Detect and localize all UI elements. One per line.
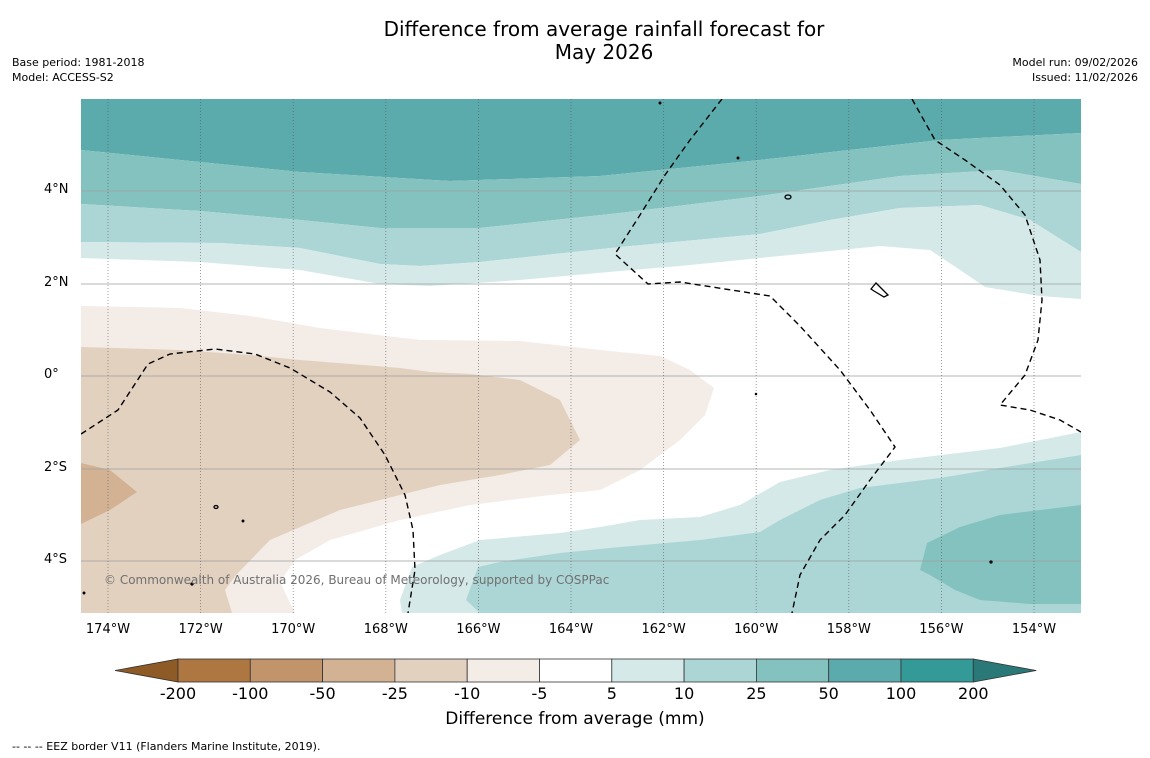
x-tick-label: 160°W (734, 622, 779, 637)
colorbar-bin (539, 658, 613, 683)
eez-footnote: -- -- -- EEZ border V11 (Flanders Marine… (12, 740, 321, 753)
y-tick-label: 2°N (44, 274, 69, 290)
colorbar-tick-label: 10 (673, 684, 695, 703)
colorbar-tick-label: 50 (818, 684, 839, 703)
y-tick-label: 2°S (44, 459, 68, 475)
colorbar (114, 658, 1037, 683)
x-tick-label: 164°W (548, 622, 594, 637)
colorbar-bin (828, 658, 902, 683)
contour-50-100-north (81, 99, 1081, 181)
model-name: Model: ACCESS-S2 (12, 71, 114, 84)
model-run-date: Model run: 09/02/2026 (1012, 56, 1138, 69)
base-period: Base period: 1981-2018 (12, 56, 145, 69)
chart-title: Difference from average rainfall forecas… (0, 18, 1150, 64)
colorbar-label: Difference from average (mm) (445, 709, 705, 729)
lat-gridlines (81, 190, 1081, 562)
contour-25-50-north (81, 133, 1081, 228)
contour-neg50-neg25 (81, 463, 137, 524)
colorbar-bin (900, 658, 974, 683)
colorbar-tick-label: 5 (606, 684, 617, 703)
copyright-notice: © Commonwealth of Australia 2026, Bureau… (104, 573, 610, 587)
colorbar-bin (611, 658, 685, 683)
island (241, 519, 245, 523)
x-tick-label: 174°W (85, 622, 131, 637)
colorbar-tick-label: 100 (885, 684, 917, 703)
title-line-1: Difference from average rainfall forecas… (383, 17, 825, 41)
island (989, 560, 993, 564)
colorbar-tick-label: -5 (531, 684, 548, 703)
island (190, 582, 194, 586)
x-tick-label: 156°W (919, 622, 964, 637)
x-tick-label: 154°W (1011, 622, 1057, 637)
contour-neg25-neg10 (81, 347, 580, 613)
colorbar-bin (466, 658, 540, 683)
contour-25-50-south (920, 505, 1081, 604)
colorbar-tick-label: -25 (381, 684, 408, 703)
colorbar-tick-label: -200 (159, 684, 197, 703)
x-tick-label: 166°W (456, 622, 501, 637)
plot-area (81, 99, 1081, 613)
meta-left: Base period: 1981-2018 Model: ACCESS-S2 (12, 55, 144, 85)
x-tick-label: 162°W (641, 622, 686, 637)
colorbar-bin (683, 658, 757, 683)
y-tick-label: 4°N (44, 182, 69, 197)
colorbar-tick-label: 200 (958, 684, 989, 703)
meta-right: Model run: 09/02/2026 Issued: 11/02/2026 (1012, 55, 1138, 85)
x-tick-label: 158°W (826, 622, 871, 637)
eez-border-east (911, 99, 1081, 433)
colorbar-bin (177, 658, 251, 683)
y-tick-label: 0° (44, 367, 59, 382)
island (658, 101, 662, 105)
island (82, 591, 86, 595)
x-tick-label: 168°W (363, 622, 408, 637)
colorbar-tick-label: 25 (746, 684, 767, 703)
island (736, 156, 740, 160)
colorbar-tick-label: -10 (454, 684, 481, 703)
x-tick-label: 172°W (178, 622, 223, 637)
island (213, 504, 219, 510)
eez-borders (81, 99, 1081, 613)
island (784, 194, 792, 200)
y-tick-label: 4°S (44, 552, 68, 567)
colorbar-bin (394, 658, 468, 683)
contour-10-25-north (81, 170, 1081, 266)
colorbar-extend-low (114, 658, 179, 683)
islands (82, 101, 993, 595)
island (754, 392, 758, 396)
colorbar-extend-high (972, 658, 1037, 683)
eez-border-west (81, 348, 416, 613)
issued-date: Issued: 11/02/2026 (1031, 71, 1138, 84)
colorbar-tick-label: -50 (309, 684, 336, 703)
colorbar-bin (322, 658, 396, 683)
contour-5-10-north (81, 205, 1081, 299)
colorbar-bin (756, 658, 830, 683)
colorbar-tick-label: -100 (232, 684, 269, 703)
island (870, 282, 890, 298)
x-tick-label: 170°W (271, 622, 316, 637)
title-line-2: May 2026 (554, 40, 654, 64)
colorbar-bin (249, 658, 324, 683)
